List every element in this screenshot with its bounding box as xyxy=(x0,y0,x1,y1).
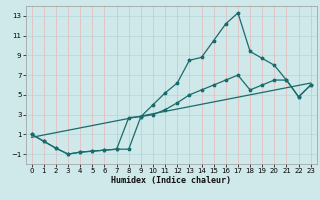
X-axis label: Humidex (Indice chaleur): Humidex (Indice chaleur) xyxy=(111,176,231,185)
